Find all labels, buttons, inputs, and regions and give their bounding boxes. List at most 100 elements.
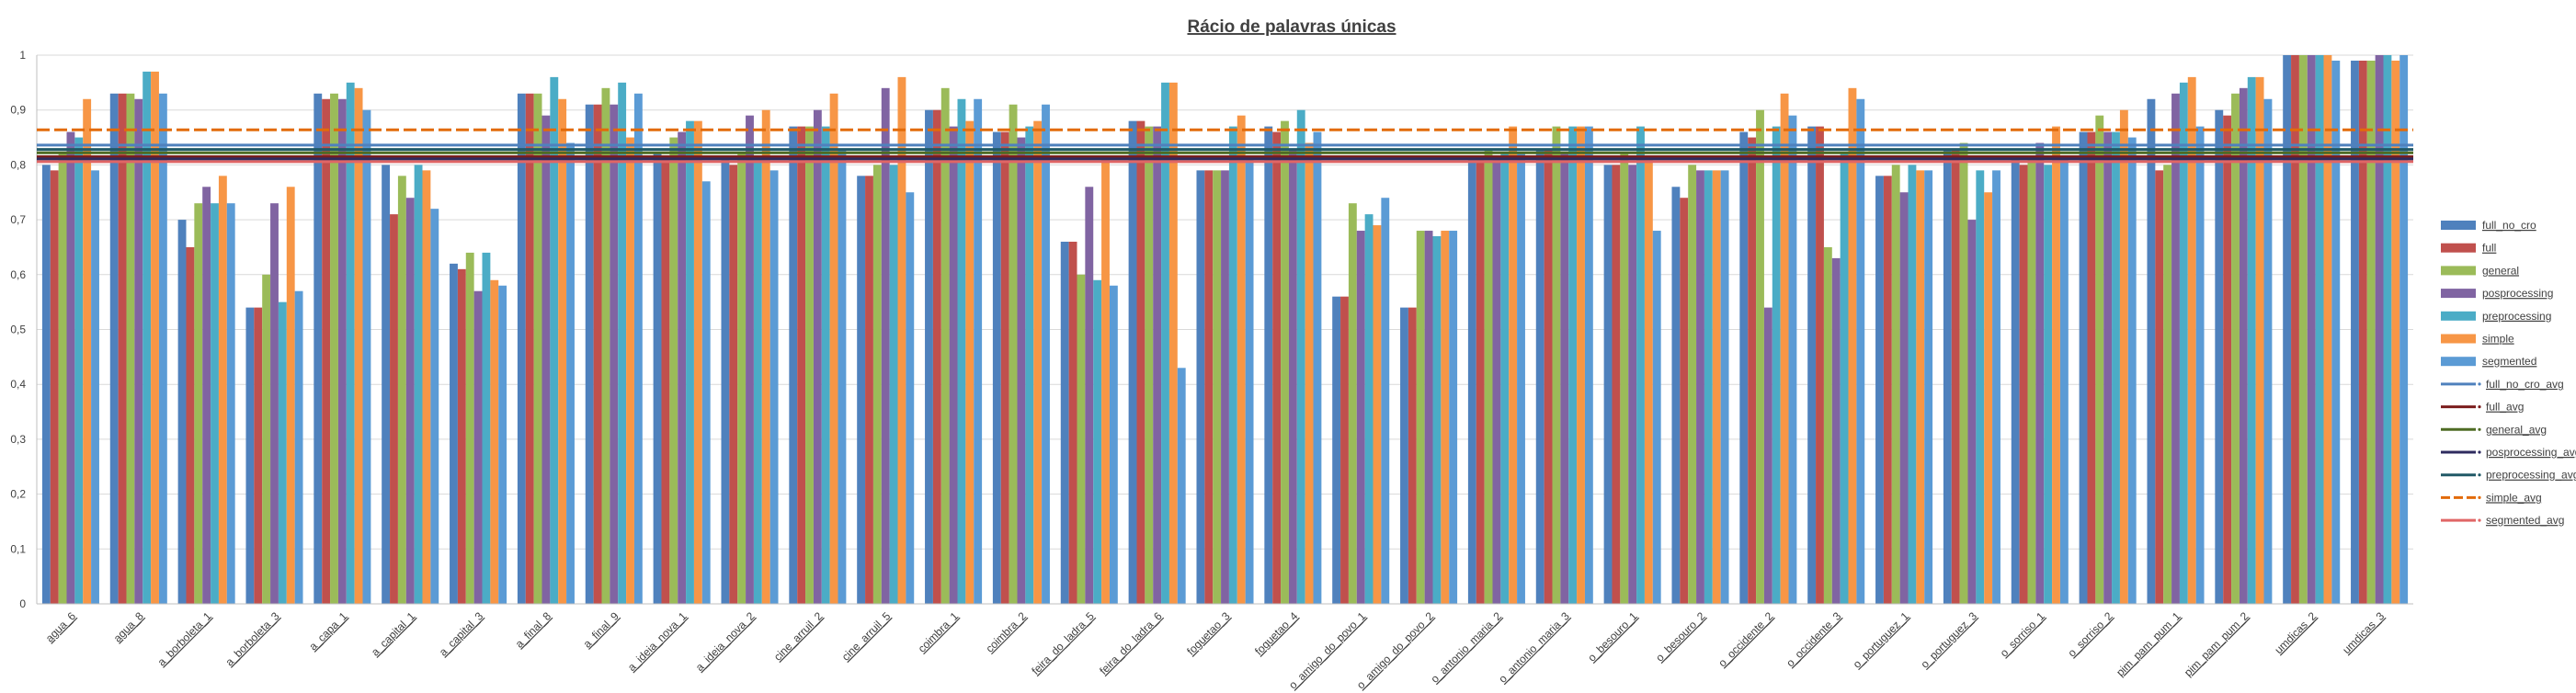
bar-posprocessing (2035, 142, 2045, 604)
legend-label-posprocessing_avg: posprocessing_avg (2486, 446, 2576, 459)
bar-posprocessing (2171, 93, 2180, 605)
x-category-label: agua_8 (111, 609, 146, 644)
bar-preprocessing (482, 252, 491, 604)
bar-posprocessing (1424, 231, 1433, 605)
bar-full (2223, 115, 2232, 605)
average-lines (37, 128, 2413, 164)
bar-simple (1101, 159, 1110, 604)
bar-simple (2119, 109, 2128, 604)
x-category-label: agua_6 (43, 609, 78, 644)
legend-marker-simple_avg (2478, 495, 2481, 500)
bar-simple (83, 98, 92, 604)
bar-general (2027, 159, 2036, 604)
bar-simple (626, 137, 634, 605)
bar-segmented (91, 170, 99, 604)
x-category-label: foguetao_3 (1184, 609, 1233, 658)
bar-full (254, 307, 263, 604)
bar-general (2231, 93, 2240, 605)
bar-preprocessing (2383, 55, 2392, 604)
bar-simple (151, 71, 159, 604)
bar-segmented (1720, 170, 1729, 604)
bar-simple (965, 120, 975, 604)
bar-posprocessing (1628, 165, 1637, 604)
bar-preprocessing (2179, 82, 2188, 605)
bar-preprocessing (1093, 279, 1102, 604)
bar-preprocessing (1704, 170, 1713, 604)
bar-general (1009, 104, 1018, 605)
bar-full (1680, 198, 1689, 604)
bar-simple (354, 87, 363, 604)
bar-full (661, 159, 670, 604)
legend-marker-full_avg (2478, 405, 2481, 409)
bar-full (390, 214, 398, 604)
x-category-label: a_capital_1 (369, 609, 418, 659)
bar-posprocessing (1696, 170, 1704, 604)
bar-full_no_cro (313, 93, 323, 605)
y-axis: 0 0,1 0,2 0,3 0,4 0,5 0,6 0,7 0,8 0,9 1 (10, 49, 38, 610)
x-category-label: coimbra_1 (916, 609, 962, 655)
bar-full (865, 176, 873, 604)
bar-segmented (1381, 198, 1390, 604)
bar-simple (490, 279, 499, 604)
bar-full (1612, 165, 1621, 604)
bar-simple (1373, 225, 1382, 604)
bar-general (2298, 55, 2308, 604)
bar-full (2155, 170, 2164, 604)
bar-segmented (701, 181, 711, 604)
bar-posprocessing (337, 98, 347, 604)
bar-preprocessing (2247, 76, 2256, 604)
bar-general (262, 274, 271, 604)
bar-posprocessing (881, 87, 890, 604)
bar-posprocessing (949, 126, 958, 605)
x-category-label: o_portuguez_3 (1919, 609, 1980, 671)
bar-general (872, 165, 882, 604)
bar-posprocessing (541, 115, 551, 605)
x-category-label: cine_arruil_5 (839, 609, 894, 664)
legend-swatch-posprocessing (2441, 289, 2476, 299)
y-tick-label: 0 (19, 597, 26, 610)
bar-simple (1577, 126, 1585, 605)
bar-segmented (2127, 137, 2137, 605)
bar-simple (422, 170, 431, 604)
bar-full_no_cro (653, 153, 662, 604)
bar-full_no_cro (925, 109, 933, 604)
bar-general (1891, 165, 1900, 604)
bar-general (805, 126, 814, 605)
bar-preprocessing (686, 120, 694, 604)
bar-preprocessing (1976, 170, 1985, 604)
bar-segmented (974, 98, 983, 604)
x-category-label: o_antonio_maria_2 (1428, 609, 1504, 686)
bar-simple (286, 187, 295, 604)
bar-full_no_cro (1332, 296, 1341, 604)
bar-general (330, 93, 338, 605)
bar-preprocessing (1908, 165, 1917, 604)
x-category-label: foguetao_4 (1252, 609, 1301, 658)
bar-segmented (430, 209, 439, 604)
bar-preprocessing (889, 165, 898, 604)
x-category-label: o_occidente_2 (1715, 609, 1775, 669)
legend-label-full_avg: full_avg (2486, 401, 2524, 414)
bar-full_no_cro (382, 165, 391, 604)
bar-full (1476, 159, 1485, 604)
bar-simple (1712, 170, 1721, 604)
bar-full_no_cro (2147, 98, 2156, 604)
bar-full_no_cro (1807, 126, 1817, 605)
bar-segmented (498, 285, 507, 604)
bar-posprocessing (1017, 137, 1026, 605)
bar-preprocessing (1432, 236, 1442, 604)
bar-segmented (1313, 131, 1322, 604)
bar-preprocessing (414, 165, 423, 604)
legend-label-full_no_cro_avg: full_no_cro_avg (2486, 378, 2564, 391)
bar-preprocessing (2315, 55, 2324, 604)
legend-label-segmented_avg: segmented_avg (2486, 514, 2564, 527)
x-category-label: a_final_9 (581, 609, 622, 651)
bar-simple (1848, 87, 1857, 604)
bar-full (2358, 60, 2367, 605)
legend-label-preprocessing: preprocessing (2482, 310, 2551, 323)
bar-posprocessing (1560, 153, 1569, 604)
bar-full_no_cro (1671, 187, 1681, 604)
bar-full_no_cro (1943, 148, 1952, 605)
x-category-label: umdicas_3 (2340, 609, 2387, 656)
bar-segmented (1584, 126, 1593, 605)
